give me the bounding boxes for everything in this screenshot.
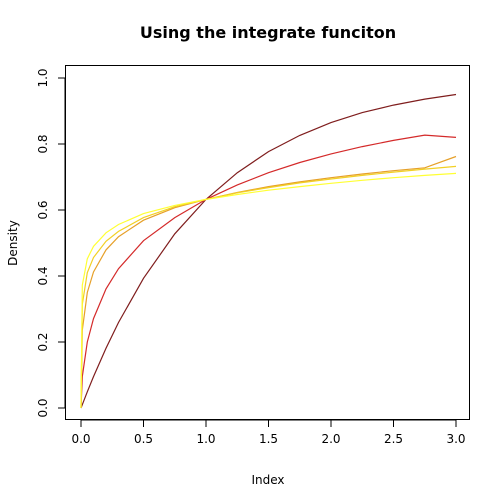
y-tick-label: 0.0 <box>36 398 50 417</box>
plot-area-border <box>65 65 470 420</box>
y-tick-label: 1.0 <box>36 68 50 87</box>
series-line-3 <box>80 155 457 409</box>
chart-title: Using the integrate funciton <box>140 23 396 42</box>
x-tick-label: 3.0 <box>446 432 465 446</box>
x-axis-label: Index <box>251 473 284 487</box>
y-axis-label: Density <box>6 220 20 266</box>
x-tick-label: 0.5 <box>134 432 153 446</box>
series-line-2 <box>80 134 457 409</box>
y-tick-label: 0.8 <box>36 134 50 153</box>
x-tick-label: 2.0 <box>321 432 340 446</box>
series-line-4 <box>80 165 457 409</box>
x-tick-label: 0.0 <box>71 432 90 446</box>
y-tick-label: 0.2 <box>36 332 50 351</box>
y-axis: 0.0 0.2 0.4 0.6 0.8 1.0 <box>36 68 66 418</box>
series-layer <box>80 93 457 409</box>
x-axis: 0.0 0.5 1.0 1.5 2.0 2.5 3.0 <box>71 419 466 446</box>
y-tick-label: 0.4 <box>36 266 50 285</box>
x-tick-label: 2.5 <box>384 432 403 446</box>
x-tick-label: 1.0 <box>196 432 215 446</box>
y-tick-label: 0.6 <box>36 200 50 219</box>
series-line-5 <box>80 172 457 409</box>
x-tick-label: 1.5 <box>259 432 278 446</box>
series-line-1 <box>80 93 457 409</box>
